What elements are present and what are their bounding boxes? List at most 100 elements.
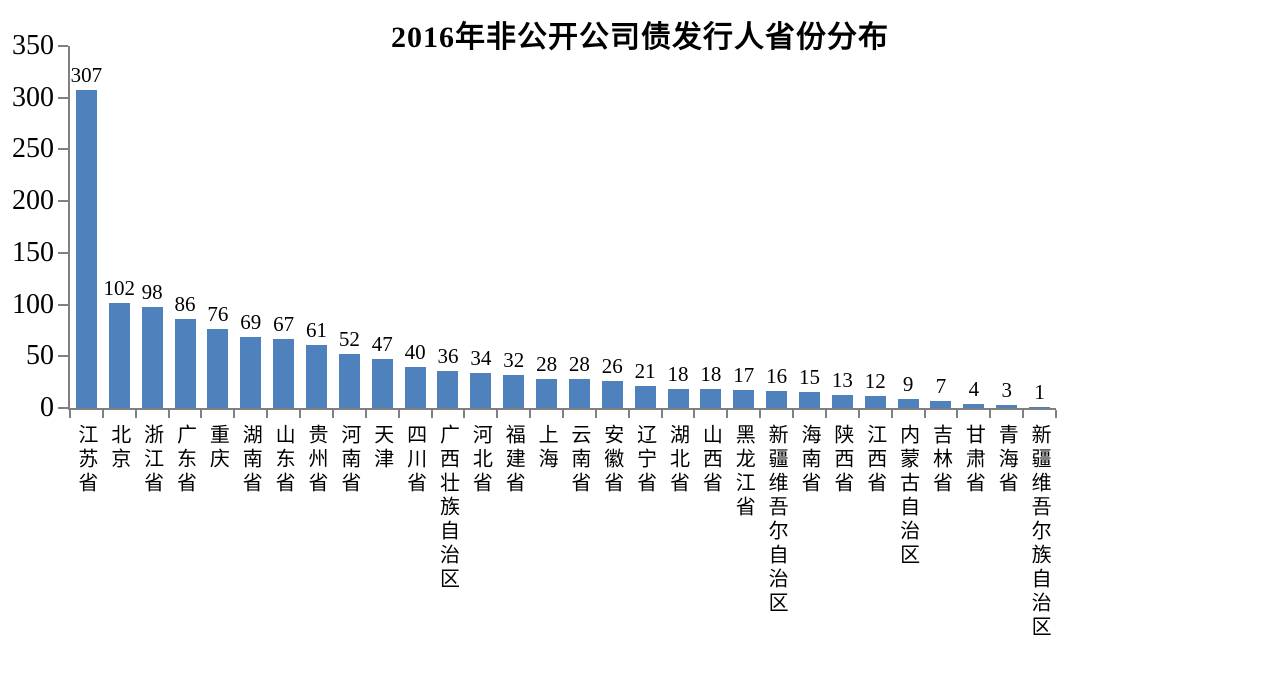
x-axis-label: 安徽省 (600, 424, 623, 496)
bar (996, 405, 1018, 408)
bar-value-label: 61 (306, 318, 327, 342)
bar (601, 381, 623, 408)
x-axis-label: 贵州省 (305, 424, 327, 496)
bar (930, 401, 952, 408)
y-axis-tick (58, 355, 68, 358)
bar-value-label: 4 (968, 377, 980, 401)
x-axis-tick (660, 410, 663, 418)
bar-value-label: 76 (207, 302, 229, 326)
x-axis-tick (299, 410, 302, 418)
bar (273, 339, 295, 408)
x-axis-tick (759, 410, 762, 418)
bar-value-label: 52 (338, 327, 360, 351)
bar-value-label: 67 (273, 312, 295, 336)
x-axis-label: 云南省 (567, 424, 590, 496)
x-axis-tick (167, 410, 170, 418)
bar (864, 396, 886, 408)
x-axis-label: 海南省 (798, 424, 820, 496)
bar-value-label: 307 (70, 63, 103, 87)
x-axis-line (68, 408, 1056, 410)
bar-value-label: 15 (799, 365, 820, 389)
x-axis-tick (331, 410, 334, 418)
bar-value-label: 7 (935, 374, 947, 398)
bar (141, 307, 163, 408)
bar-value-label: 28 (568, 352, 590, 376)
x-axis-tick (233, 410, 236, 418)
x-axis-label: 内蒙古自治区 (896, 424, 919, 568)
bar (240, 337, 262, 408)
y-axis-tick-label: 0 (40, 392, 54, 423)
x-axis-tick (1055, 410, 1057, 418)
bar (371, 359, 393, 408)
bar (75, 90, 97, 408)
y-axis-tick-label: 150 (12, 236, 54, 268)
x-axis-label: 重庆 (206, 424, 229, 472)
y-axis-tick (58, 200, 68, 203)
bar (108, 303, 130, 408)
x-axis-label: 陕西省 (830, 424, 853, 496)
bar (733, 390, 755, 408)
bar-value-label: 102 (103, 276, 136, 300)
bar (306, 345, 327, 408)
x-axis-label: 湖南省 (239, 424, 262, 496)
bar (897, 399, 919, 408)
bar-value-label: 13 (831, 368, 853, 392)
bar (174, 319, 196, 408)
bar (831, 395, 853, 408)
x-axis-tick (430, 410, 433, 418)
x-axis-label: 天津 (370, 424, 393, 472)
bar-value-label: 18 (667, 362, 689, 386)
x-axis-label: 广东省 (173, 424, 196, 496)
bar-value-label: 16 (766, 364, 788, 388)
x-axis-tick (69, 410, 71, 418)
x-axis-tick (364, 410, 367, 418)
bar-value-label: 12 (864, 369, 886, 393)
bar-value-label: 3 (1001, 378, 1012, 402)
chart-title: 2016年非公开公司债发行人省份分布 (391, 21, 889, 54)
bar-value-label: 36 (437, 344, 459, 368)
x-axis-label: 吉林省 (929, 424, 952, 496)
x-axis-tick (890, 410, 893, 418)
x-axis-label: 青海省 (995, 424, 1018, 496)
bar-value-label: 9 (902, 372, 914, 396)
bar-value-label: 21 (634, 359, 656, 383)
x-axis-tick (1022, 410, 1025, 418)
y-axis-tick (58, 45, 68, 47)
x-axis-tick (594, 410, 597, 418)
x-axis-label: 河南省 (337, 424, 360, 496)
y-axis-tick-label: 100 (12, 288, 54, 320)
y-axis-tick (58, 407, 68, 409)
x-axis-tick (134, 410, 137, 418)
bar-value-label: 69 (240, 310, 262, 334)
bar-value-label: 17 (733, 363, 755, 387)
x-axis-label: 黑龙江省 (732, 424, 755, 520)
bar-value-label: 18 (700, 362, 722, 386)
x-axis-tick (792, 410, 795, 418)
y-axis-tick-label: 200 (12, 185, 54, 217)
bar (1029, 407, 1051, 408)
bar (437, 371, 459, 408)
bar (470, 373, 492, 408)
y-axis-line (68, 46, 70, 410)
bar (963, 404, 985, 408)
x-axis-label: 辽宁省 (633, 424, 656, 496)
y-axis-tick-label: 350 (12, 30, 54, 61)
x-axis-label: 四川省 (403, 424, 426, 496)
x-axis-label: 新疆维吾尔族自治区 (1028, 424, 1051, 640)
bar-value-label: 47 (371, 332, 393, 356)
bar-value-label: 34 (470, 346, 492, 370)
x-axis-label: 北京 (107, 424, 130, 472)
x-axis-tick (200, 410, 203, 418)
x-axis-tick (397, 410, 400, 418)
bar (667, 389, 689, 408)
bar (766, 391, 788, 408)
bar (634, 386, 656, 408)
x-axis-label: 新疆维吾尔自治区 (765, 424, 788, 616)
x-axis-tick (956, 410, 959, 418)
y-axis-tick (58, 148, 68, 151)
bar (799, 392, 820, 408)
bar-value-label: 86 (174, 292, 196, 316)
x-axis-tick (627, 410, 630, 418)
x-axis-label: 江西省 (863, 424, 886, 496)
bar (700, 389, 722, 408)
